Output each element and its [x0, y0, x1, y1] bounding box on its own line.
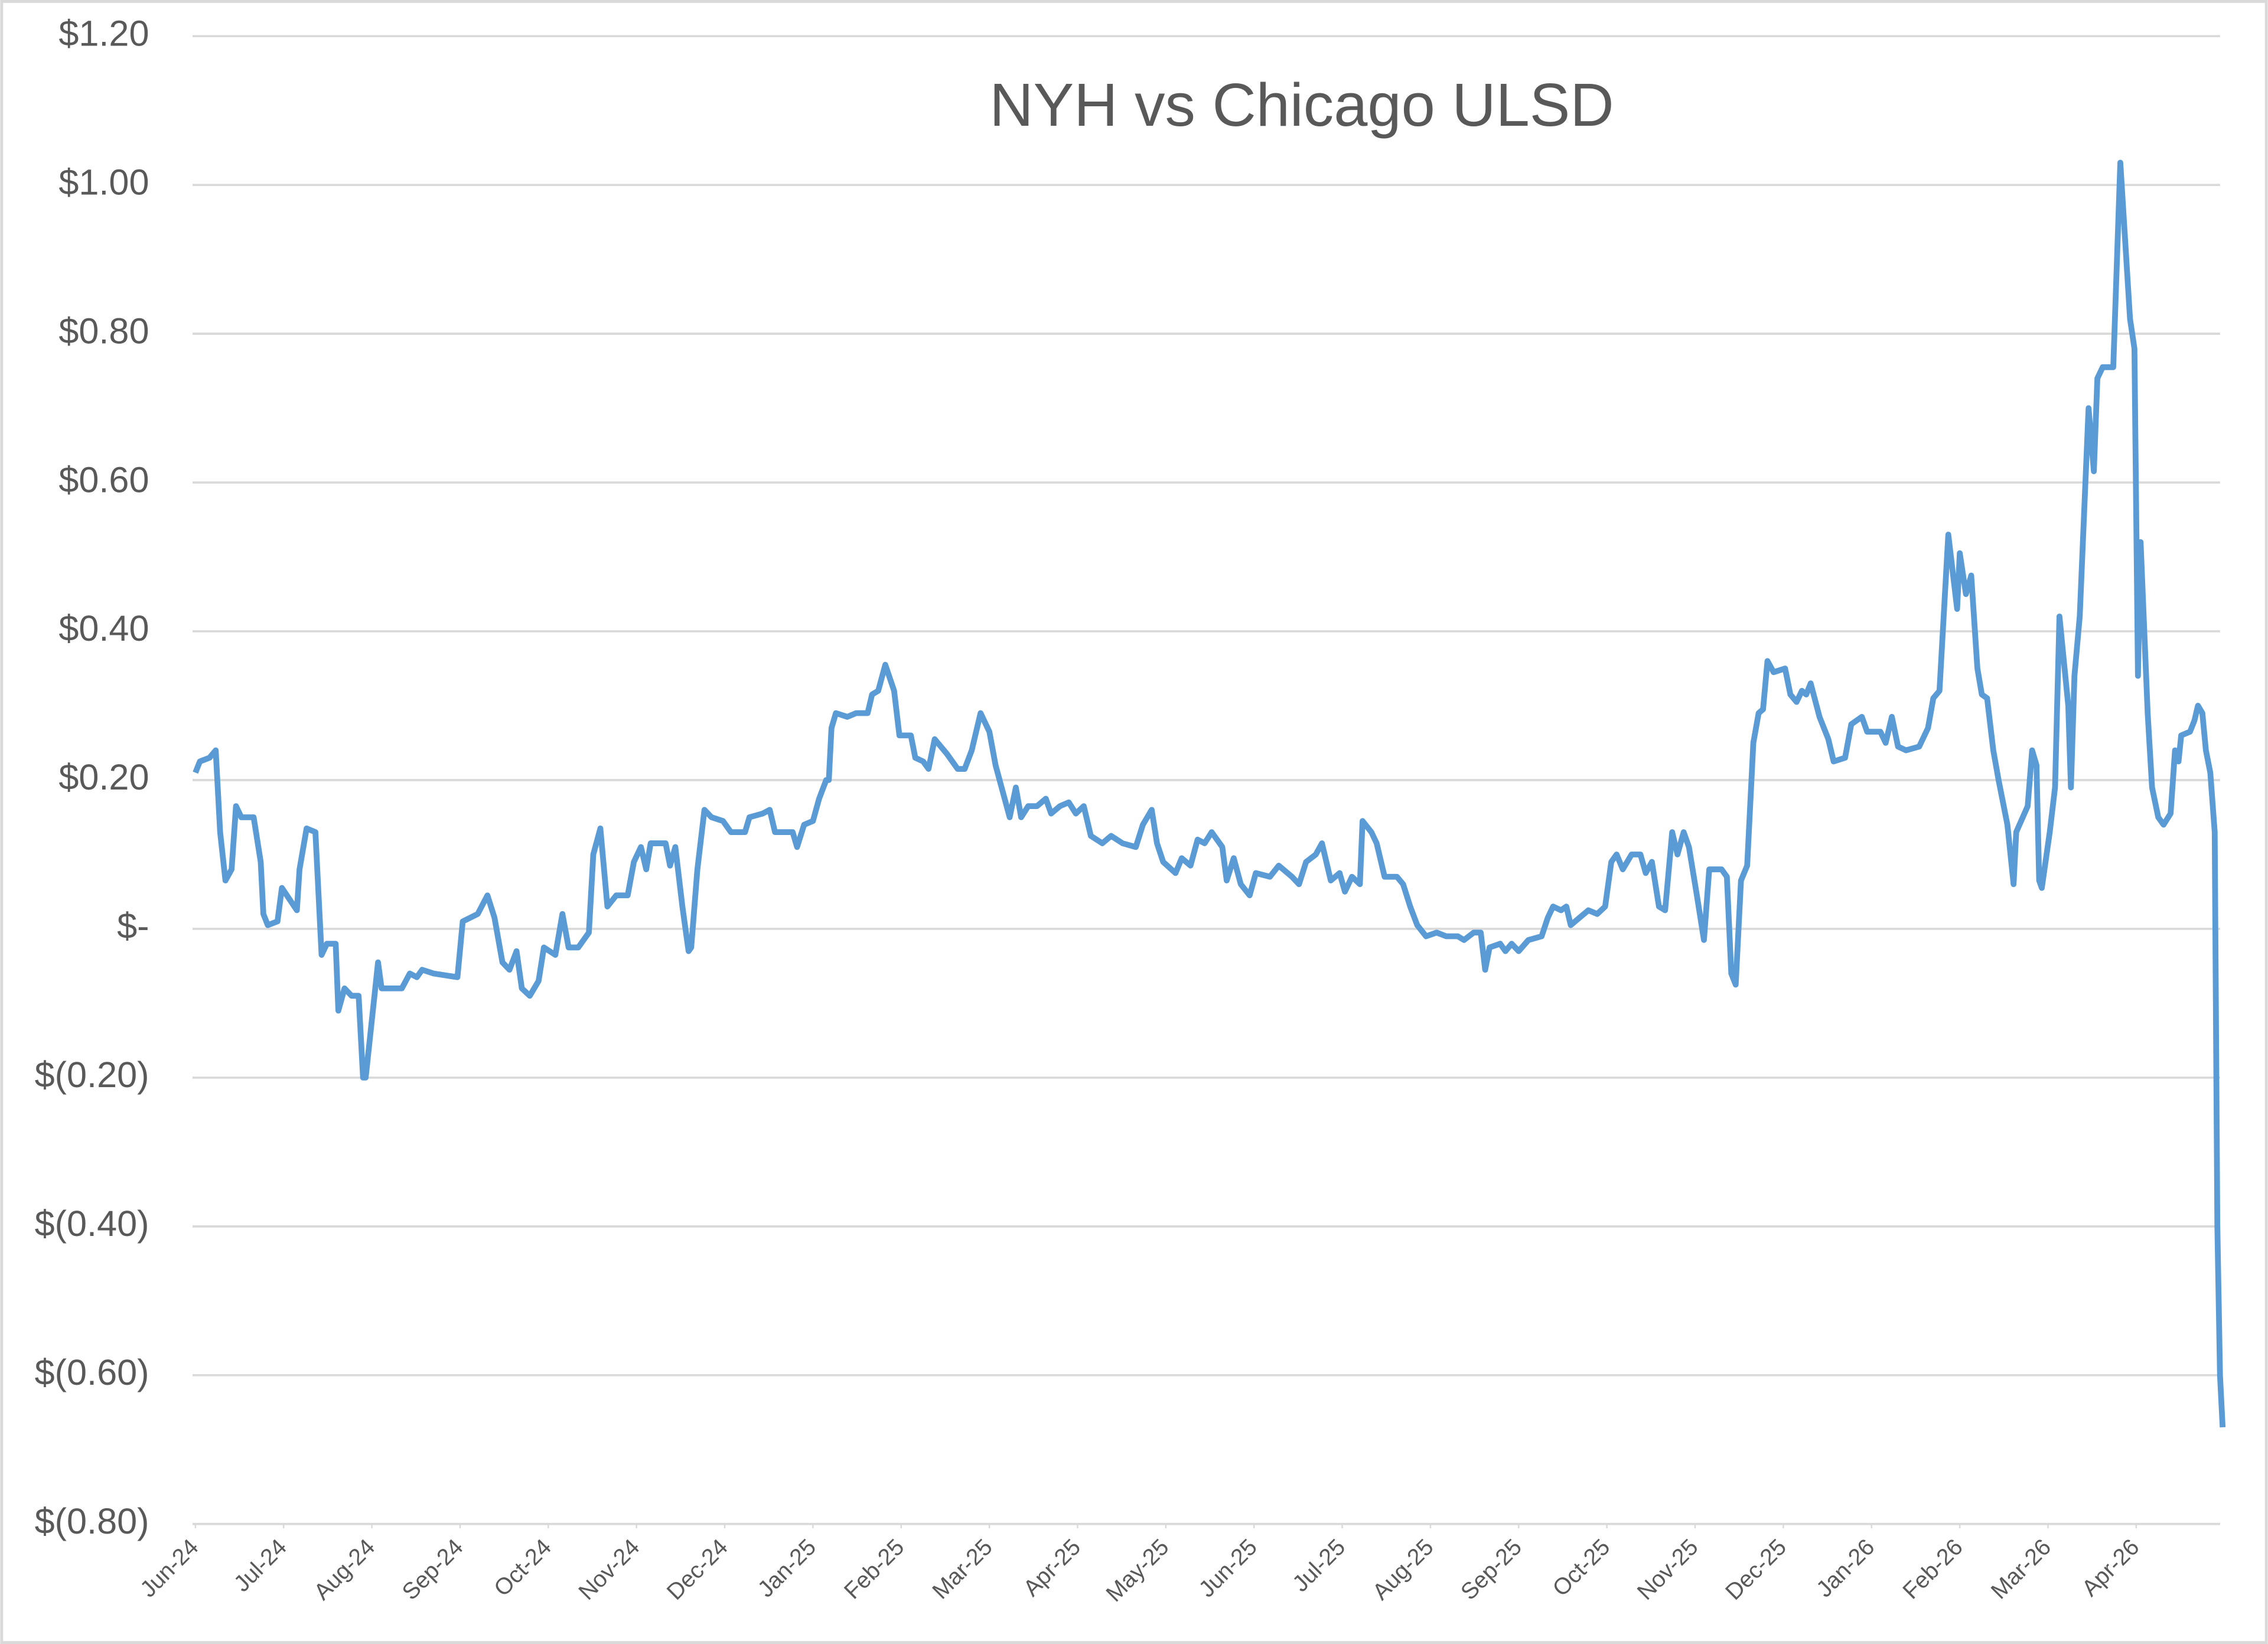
y-tick-label: $0.80: [58, 311, 149, 351]
y-tick-label: $1.20: [58, 13, 149, 53]
y-tick-label: $1.00: [58, 162, 149, 202]
chart-title: NYH vs Chicago ULSD: [989, 71, 1614, 139]
y-tick-label: $0.20: [58, 757, 149, 797]
y-tick-label: $(0.20): [35, 1055, 149, 1095]
y-tick-label: $0.60: [58, 459, 149, 500]
y-tick-label: $(0.80): [35, 1501, 149, 1541]
y-tick-label: $(0.40): [35, 1203, 149, 1244]
y-tick-label: $(0.60): [35, 1352, 149, 1392]
y-tick-label: $0.40: [58, 608, 149, 648]
y-tick-label: $-: [117, 906, 149, 946]
data-line: [193, 159, 2226, 1428]
